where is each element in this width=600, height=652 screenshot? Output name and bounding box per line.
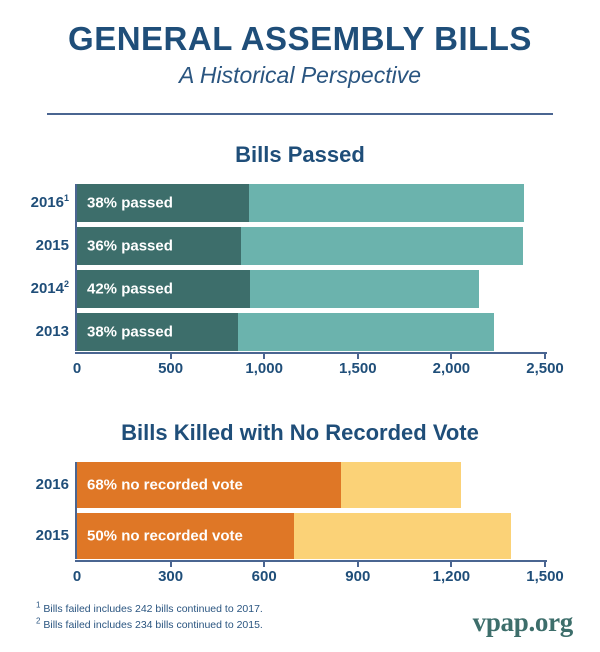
tick-label: 1,500 bbox=[526, 568, 564, 585]
bar-value-label: 50% no recorded vote bbox=[87, 527, 243, 545]
tick-mark bbox=[169, 562, 172, 567]
bar-segment-primary[interactable] bbox=[77, 227, 241, 265]
chart-bills-killed-no-recorded-vote: Bills Killed with No Recorded Vote 2016 6… bbox=[0, 420, 600, 585]
x-axis-line bbox=[75, 352, 547, 354]
bar-row[interactable]: 38% passed bbox=[77, 313, 494, 351]
y-axis-spine bbox=[75, 462, 77, 559]
category-label-2013: 2013 bbox=[35, 323, 69, 340]
category-label-2016: 20161 bbox=[30, 193, 69, 212]
chart-bills-passed: Bills Passed 20161 38% passed 2015 36% pass… bbox=[0, 142, 600, 377]
bar-segment-secondary[interactable] bbox=[250, 270, 479, 308]
tick-label: 500 bbox=[158, 360, 184, 377]
tick-label: 0 bbox=[72, 568, 82, 585]
bar-segment-primary[interactable] bbox=[77, 513, 294, 559]
page-subtitle: A Historical Perspective bbox=[178, 61, 421, 88]
tick-label: 2,500 bbox=[526, 360, 564, 377]
bar-value-label: 38% passed bbox=[87, 323, 173, 341]
bar-row[interactable]: 38% passed bbox=[77, 184, 525, 222]
tick-mark bbox=[263, 562, 266, 567]
chart-2-title: Bills Killed with No Recorded Vote bbox=[121, 420, 479, 445]
vpap-logo: vpap.org bbox=[472, 607, 574, 637]
tick-mark bbox=[169, 354, 172, 359]
footnote-marker: 2 bbox=[36, 616, 41, 626]
tick-label: 2,000 bbox=[432, 360, 471, 377]
tick-mark bbox=[263, 354, 266, 359]
tick-mark bbox=[356, 562, 359, 567]
chart-1-title: Bills Passed bbox=[235, 142, 365, 167]
header: GENERAL ASSEMBLY BILLS A Historical Pers… bbox=[0, 0, 600, 88]
tick-label: 900 bbox=[345, 568, 371, 585]
bar-row[interactable]: 68% no recorded vote bbox=[77, 462, 461, 508]
tick-label: 1,500 bbox=[339, 360, 377, 377]
bar-segment-secondary[interactable] bbox=[293, 513, 511, 559]
tick-mark bbox=[356, 354, 359, 359]
category-label-2015: 2015 bbox=[35, 527, 69, 544]
footnote-marker: 2 bbox=[63, 279, 69, 289]
footnotes: 1 Bills failed includes 242 bills contin… bbox=[36, 601, 263, 634]
header-divider bbox=[47, 113, 553, 115]
bar-segment-secondary[interactable] bbox=[249, 184, 525, 222]
x-axis-line bbox=[75, 560, 547, 562]
bar-value-label: 36% passed bbox=[87, 237, 173, 255]
category-label-2015: 2015 bbox=[35, 237, 69, 254]
bar-segment-primary[interactable] bbox=[77, 184, 250, 222]
bar-segment-primary[interactable] bbox=[77, 462, 341, 508]
tick-label: 300 bbox=[158, 568, 184, 585]
bar-segment-secondary[interactable] bbox=[340, 462, 461, 508]
tick-mark bbox=[450, 562, 453, 567]
footnote-marker: 1 bbox=[36, 600, 41, 610]
bar-value-label: 42% passed bbox=[87, 280, 173, 298]
page-title: GENERAL ASSEMBLY BILLS bbox=[68, 20, 532, 57]
tick-label: 1,000 bbox=[245, 360, 283, 377]
bar-row[interactable]: 50% no recorded vote bbox=[77, 513, 511, 559]
bar-segment-secondary[interactable] bbox=[240, 227, 523, 265]
category-label-2016: 2016 bbox=[35, 476, 69, 493]
y-axis-spine bbox=[75, 184, 77, 351]
bar-segment-primary[interactable] bbox=[77, 270, 251, 308]
bar-value-label: 38% passed bbox=[87, 194, 173, 212]
tick-mark bbox=[450, 354, 453, 359]
tick-label: 1,200 bbox=[432, 568, 471, 585]
tick-mark bbox=[544, 354, 546, 359]
bar-value-label: 68% no recorded vote bbox=[87, 476, 243, 494]
footnote-marker: 1 bbox=[63, 193, 69, 203]
tick-label: 600 bbox=[251, 568, 277, 585]
bar-segment-primary[interactable] bbox=[77, 313, 238, 351]
footnote-item: 2 Bills failed includes 234 bills contin… bbox=[36, 616, 263, 632]
category-label-2014: 20142 bbox=[30, 279, 69, 298]
bar-row[interactable]: 42% passed bbox=[77, 270, 479, 308]
bar-segment-secondary[interactable] bbox=[237, 313, 494, 351]
bar-row[interactable]: 36% passed bbox=[77, 227, 523, 265]
footnote-item: 1 Bills failed includes 242 bills contin… bbox=[36, 600, 263, 615]
tick-label: 0 bbox=[72, 360, 82, 377]
tick-mark bbox=[544, 562, 546, 567]
